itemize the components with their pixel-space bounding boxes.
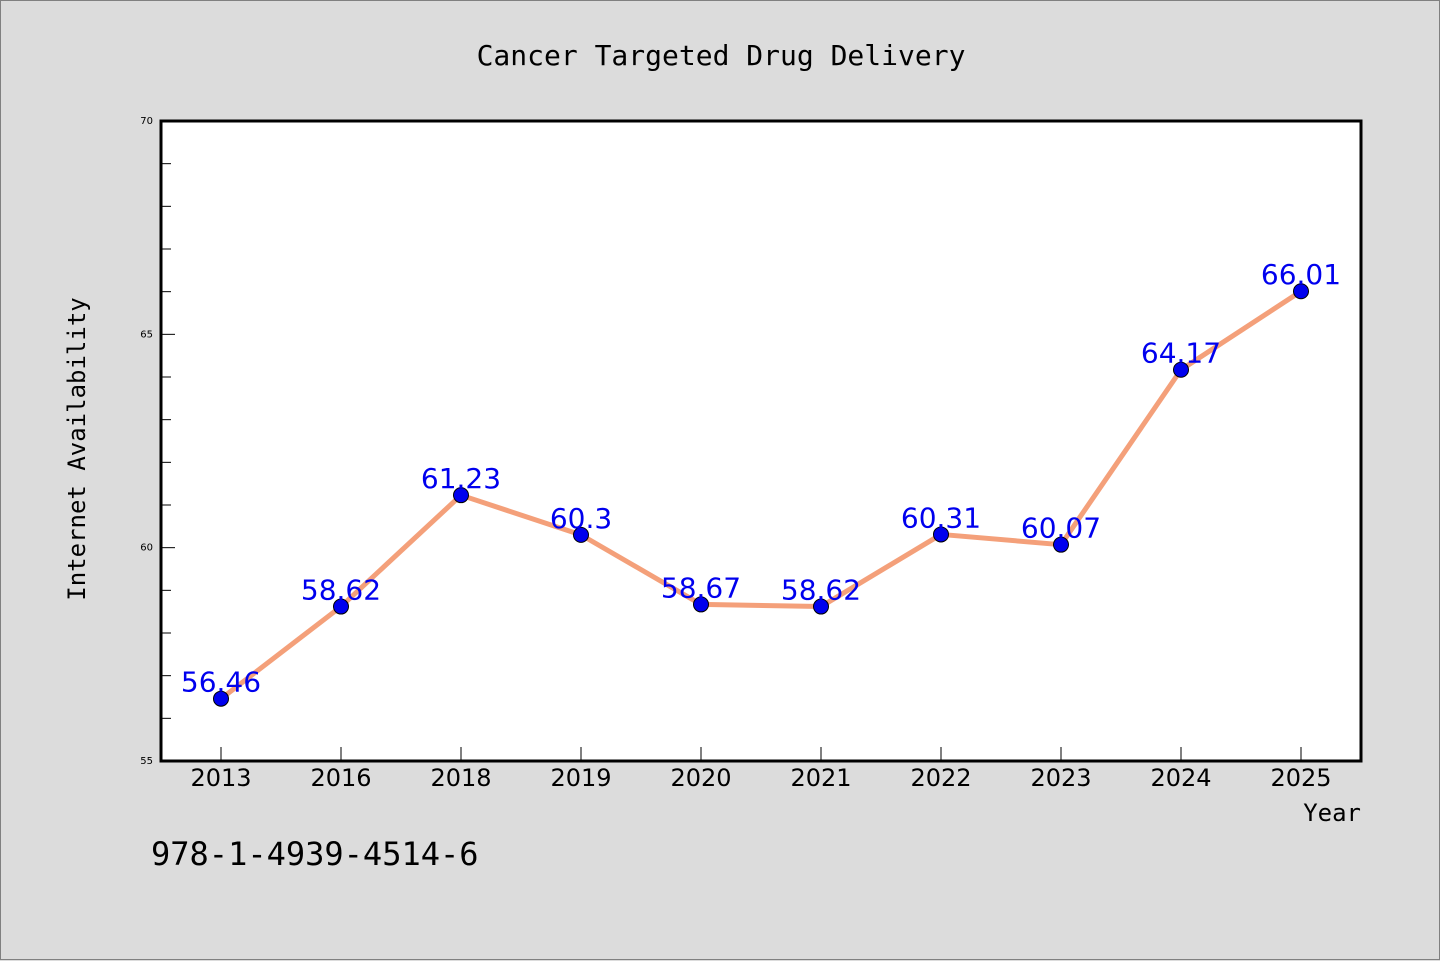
series-line [218, 288, 1304, 702]
data-point-marker [693, 596, 709, 613]
data-label: 60.31 [901, 501, 981, 534]
x-tick-label: 2016 [310, 764, 371, 792]
y-tick-label: 70 [140, 116, 153, 127]
data-point-marker [573, 526, 589, 543]
data-label: 58.62 [781, 574, 861, 607]
data-point-marker [1293, 283, 1309, 300]
data-point-marker [453, 487, 469, 504]
data-label: 58.67 [661, 571, 741, 604]
data-point-marker [1173, 361, 1189, 378]
y-axis-label: Internet Availability [63, 297, 91, 600]
x-tick-label: 2018 [430, 764, 491, 792]
plot-area [159, 119, 1363, 763]
data-point-marker [1053, 536, 1069, 553]
x-tick-label: 2024 [1150, 764, 1211, 792]
data-label: 66.01 [1261, 258, 1341, 291]
x-tick-label: 2013 [190, 764, 251, 792]
y-tick-label: 60 [140, 543, 153, 554]
x-tick-label: 2025 [1270, 764, 1331, 792]
series-line-layer [218, 288, 1304, 702]
data-point-marker [813, 598, 829, 615]
x-tick-label: 2022 [910, 764, 971, 792]
data-label: 60.07 [1021, 512, 1101, 545]
x-tick-label: 2020 [670, 764, 731, 792]
y-axis: 55 60 65 70 [140, 116, 175, 767]
y-tick-label: 55 [140, 756, 153, 767]
data-point-marker [933, 526, 949, 543]
data-label: 58.62 [301, 574, 381, 607]
data-label: 64.17 [1141, 337, 1221, 370]
chart-title: Cancer Targeted Drug Delivery [477, 39, 966, 72]
data-label: 60.3 [550, 502, 612, 535]
x-tick-label: 2019 [550, 764, 611, 792]
data-label: 56.46 [181, 666, 261, 699]
isbn-text: 978-1-4939-4514-6 [151, 835, 479, 873]
x-axis: 2013 2016 2018 2019 2020 2021 2022 2023 2024 2025 [190, 747, 1332, 792]
y-tick-label: 65 [140, 329, 153, 340]
data-label: 61.23 [421, 462, 501, 495]
data-label-layer: 56.46 58.62 61.23 60.3 58.67 58.62 60.31 60.07 6… [181, 258, 1341, 698]
x-tick-label: 2023 [1030, 764, 1091, 792]
data-point-marker [213, 690, 229, 707]
marker-layer [213, 283, 1309, 707]
data-point-marker [333, 598, 349, 615]
x-axis-label: Year [1303, 799, 1361, 827]
x-tick-label: 2021 [790, 764, 851, 792]
